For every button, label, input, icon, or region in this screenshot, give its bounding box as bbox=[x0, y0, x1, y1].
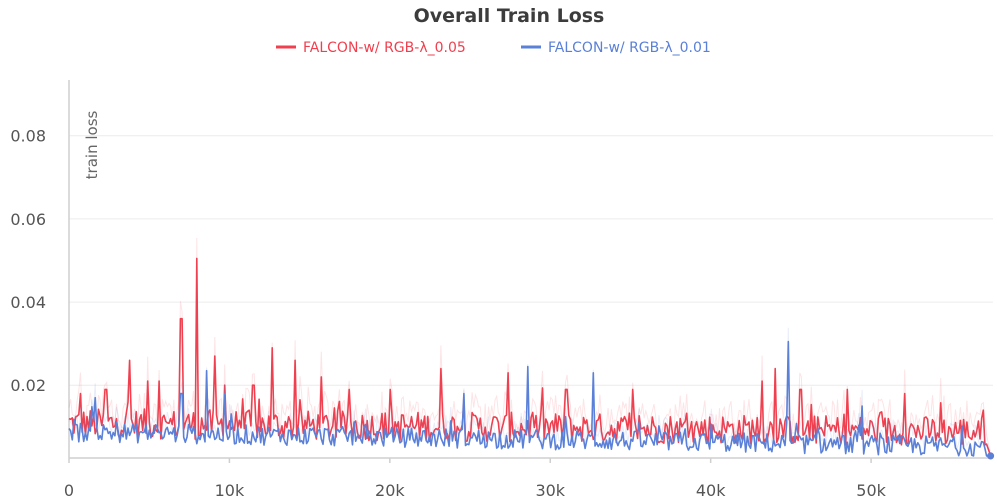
y-tick-label: 0.06 bbox=[10, 210, 46, 229]
x-tick-label: 0 bbox=[64, 481, 74, 500]
x-tick-label: 50k bbox=[856, 481, 886, 500]
y-axis: 0.02 0.04 0.06 0.08 bbox=[10, 80, 70, 458]
x-tick-label: 20k bbox=[375, 481, 405, 500]
x-axis: 0 10k 20k 30k 40k 50k bbox=[64, 457, 993, 500]
series-2-line bbox=[68, 340, 991, 457]
x-tick-label: 30k bbox=[535, 481, 565, 500]
x-tick-label: 10k bbox=[215, 481, 245, 500]
legend-label-series-2: FALCON-w/ RGB-λ_0.01 bbox=[548, 40, 711, 56]
grid-lines bbox=[69, 135, 993, 386]
y-tick-label: 0.04 bbox=[10, 293, 46, 312]
x-tick-label: 40k bbox=[696, 481, 726, 500]
y-tick-label: 0.08 bbox=[10, 127, 46, 146]
legend-label-series-1: FALCON-w/ RGB-λ_0.05 bbox=[303, 40, 466, 56]
legend: FALCON-w/ RGB-λ_0.05 FALCON-w/ RGB-λ_0.0… bbox=[276, 40, 711, 56]
y-tick-label: 0.02 bbox=[10, 376, 46, 395]
chart-title: Overall Train Loss bbox=[414, 5, 605, 27]
plot-area bbox=[68, 237, 995, 460]
series-2-end-point bbox=[987, 452, 995, 460]
y-axis-label: train loss bbox=[83, 110, 101, 179]
